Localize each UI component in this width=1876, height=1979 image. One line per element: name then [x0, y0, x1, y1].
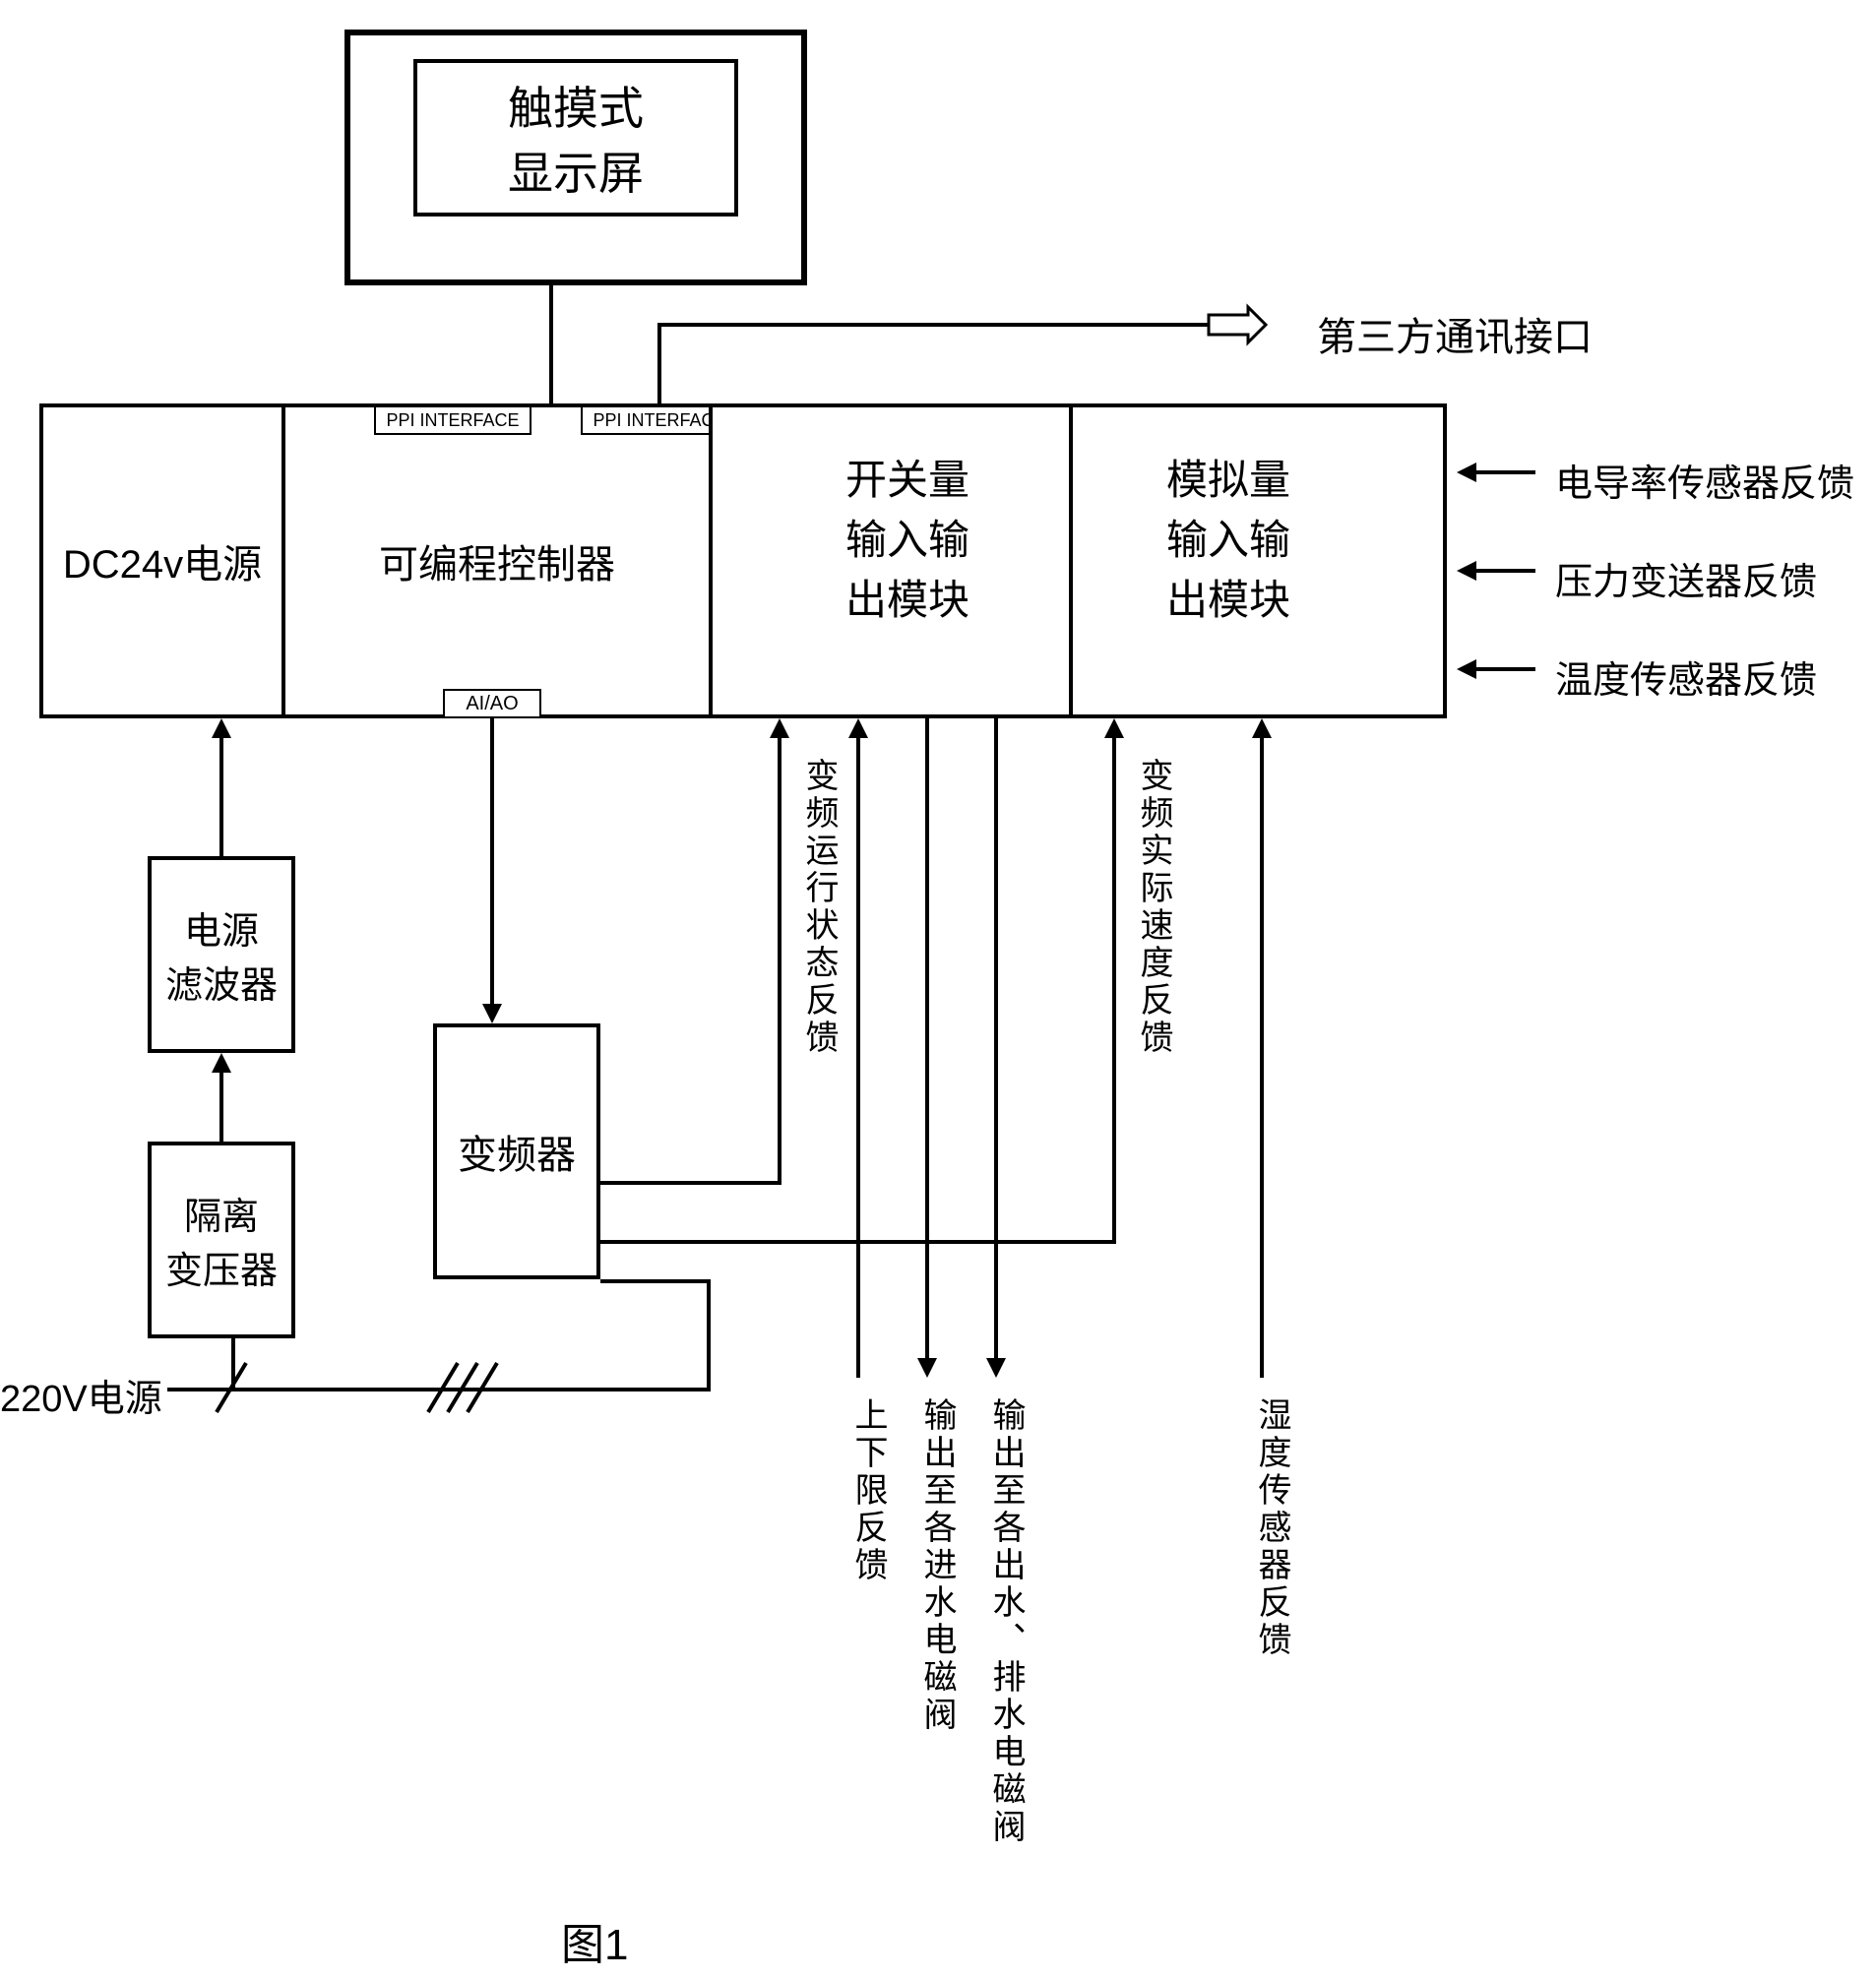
- power-220v-label: 220V电源: [0, 1368, 162, 1422]
- arrow-humidity: [1250, 718, 1274, 1378]
- slash-220v-2: [423, 1358, 502, 1417]
- arrow-filter-to-dc: [210, 718, 233, 856]
- power-filter: 电源 滤波器: [148, 856, 295, 1053]
- ppi1-label: PPI INTERFACE: [386, 410, 519, 431]
- inverter-label: 变频器: [458, 1123, 576, 1180]
- analog-line3: 出模块: [1166, 567, 1290, 627]
- display-line1: 触摸式: [508, 73, 644, 138]
- arrow-outlet-valve: [984, 718, 1008, 1378]
- arrow-limit-fb: [846, 718, 870, 1378]
- digital-line3: 出模块: [845, 567, 969, 627]
- analog-line1: 模拟量: [1166, 447, 1290, 507]
- arrow-inlet-valve: [915, 718, 939, 1378]
- arrow-comm: [1209, 313, 1268, 337]
- line-inverter-h: [600, 1279, 711, 1283]
- digital-line1: 开关量: [845, 447, 969, 507]
- dc24v-label: DC24v电源: [63, 532, 262, 589]
- arrow-inv-status: [768, 718, 791, 1185]
- digital-line2: 输入输: [845, 507, 969, 567]
- aiao-port: AI/AO: [443, 689, 541, 718]
- arrow-conductivity: [1457, 461, 1535, 484]
- ppi1-port: PPI INTERFACE: [374, 405, 532, 435]
- vlabel-humidity: 湿度传感器反馈: [1248, 1397, 1296, 1659]
- digital-io-block: 开关量 输入输 出模块: [709, 403, 1073, 718]
- vlabel-limit-fb: 上下限反馈: [844, 1397, 893, 1584]
- isolation-transformer: 隔离 变压器: [148, 1142, 295, 1338]
- pressure-label: 压力变送器反馈: [1555, 551, 1817, 605]
- aiao-label: AI/AO: [466, 693, 518, 715]
- ppi2-label: PPI INTERFACE: [593, 410, 725, 431]
- conductivity-label: 电导率传感器反馈: [1555, 453, 1854, 507]
- display-screen: 触摸式 显示屏: [413, 59, 738, 216]
- arrow-pressure: [1457, 559, 1535, 583]
- inverter-block: 变频器: [433, 1023, 600, 1279]
- vlabel-inv-status: 变频运行状态反馈: [795, 758, 844, 1057]
- dc24v-block: DC24v电源: [39, 403, 285, 718]
- plc-label: 可编程控制器: [379, 532, 615, 589]
- arrow-temperature: [1457, 657, 1535, 681]
- arrow-iso-to-filter: [210, 1053, 233, 1142]
- comm-interface-label: 第三方通讯接口: [1317, 305, 1593, 362]
- line-display-to-plc: [549, 285, 553, 403]
- analog-io-block: 模拟量 输入输 出模块: [1069, 403, 1447, 718]
- filter-line2: 滤波器: [165, 955, 278, 1009]
- line-inv-to-analog-h: [600, 1240, 1116, 1244]
- line-220v-to-inverter: [707, 1279, 711, 1391]
- arrow-aiao-to-inverter: [480, 718, 504, 1023]
- vlabel-inlet-valve: 输出至各进水电磁阀: [913, 1397, 962, 1734]
- temperature-label: 温度传感器反馈: [1555, 649, 1817, 704]
- plc-block: 可编程控制器: [281, 403, 713, 718]
- iso-line2: 变压器: [165, 1240, 278, 1294]
- filter-line1: 电源: [165, 900, 278, 955]
- vlabel-inv-speed: 变频实际速度反馈: [1130, 758, 1178, 1057]
- analog-line2: 输入输: [1166, 507, 1290, 567]
- arrow-inv-speed: [1102, 718, 1126, 1244]
- line-ppi2-up: [657, 325, 661, 403]
- line-comm-h: [657, 323, 1209, 327]
- display-line2: 显示屏: [508, 138, 644, 203]
- iso-line1: 隔离: [165, 1186, 278, 1240]
- line-220v-to-iso: [231, 1338, 235, 1390]
- vlabel-outlet-valve: 输出至各出水、排水电磁阀: [982, 1397, 1031, 1846]
- line-inverter-up: [600, 1279, 604, 1283]
- figure-label: 图1: [561, 1909, 628, 1972]
- line-inv-to-digital-h: [600, 1181, 782, 1185]
